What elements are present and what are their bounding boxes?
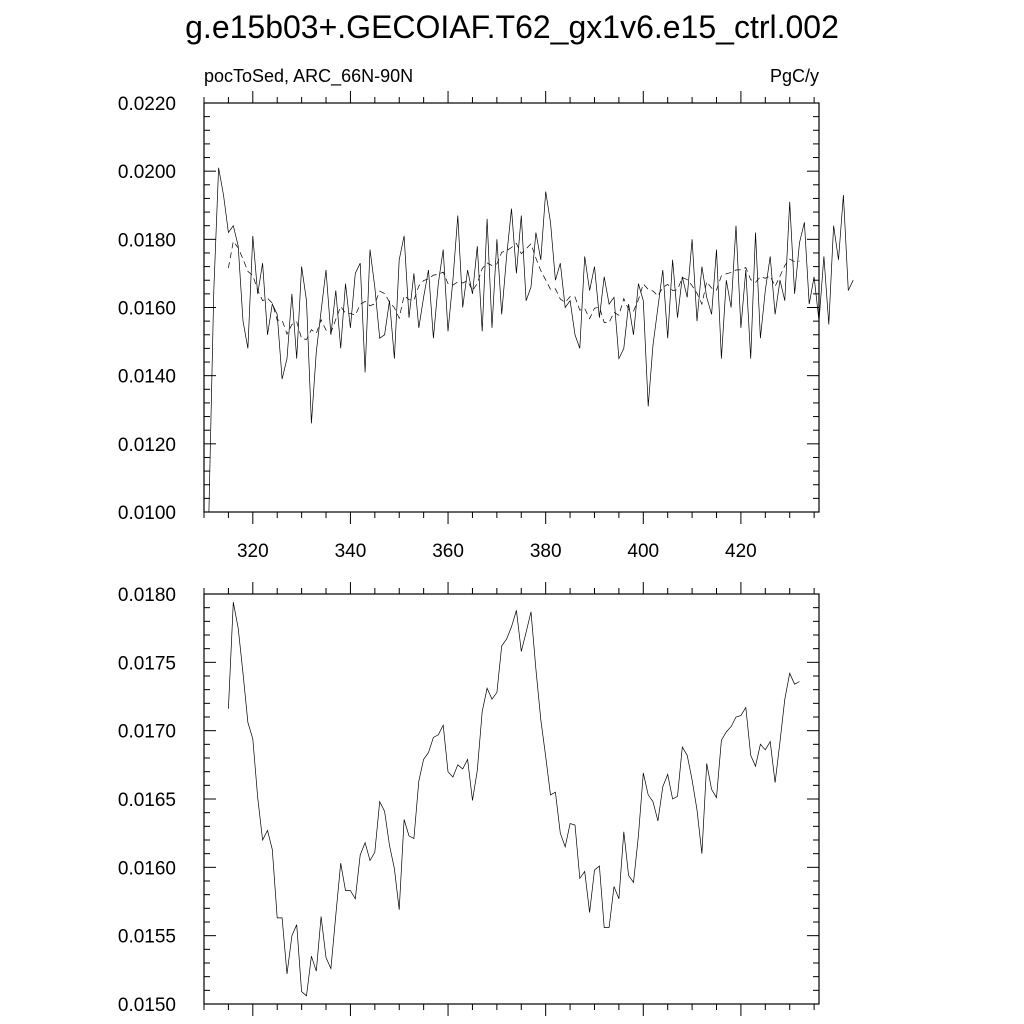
bottom-panel-series bbox=[228, 602, 800, 997]
bottom-panel-series-line bbox=[228, 602, 800, 997]
top-panel-xtick-label: 360 bbox=[432, 541, 464, 562]
top-panel-tick-labels: 0.0100 0.0120 0.0140 0.0160 0.0180 0.0200 0.02… bbox=[118, 94, 757, 562]
top-panel-frame bbox=[203, 102, 820, 513]
bottom-panel-frame bbox=[203, 593, 820, 1005]
bottom-panel-ticks bbox=[203, 582, 819, 1016]
top-panel-ytick-label: 0.0200 bbox=[118, 162, 176, 183]
bottom-panel-ytick-label: 0.0155 bbox=[118, 927, 176, 948]
top-panel-xtick-label: 380 bbox=[530, 541, 562, 562]
top-panel-series-line bbox=[208, 167, 854, 513]
top-panel: pocToSed, ARC_66N-90N PgC/y 0.0100 0.0120… bbox=[118, 66, 854, 562]
bottom-panel-ytick-label: 0.0180 bbox=[118, 585, 176, 606]
bottom-panel-ytick-label: 0.0160 bbox=[118, 858, 176, 879]
bottom-panel-ytick-label: 0.0170 bbox=[118, 722, 176, 743]
top-panel-xtick-label: 340 bbox=[335, 541, 367, 562]
top-panel-ytick-label: 0.0100 bbox=[118, 503, 176, 524]
top-panel-ticks bbox=[203, 91, 819, 524]
top-panel-ytick-label: 0.0160 bbox=[118, 299, 176, 320]
top-panel-ytick-label: 0.0180 bbox=[118, 230, 176, 251]
bottom-panel-ytick-label: 0.0165 bbox=[118, 790, 176, 811]
top-panel-ytick-label: 0.0120 bbox=[118, 435, 176, 456]
bottom-panel: 0.0150 0.0155 0.0160 0.0165 0.0170 0.0175 0.01… bbox=[118, 582, 820, 1016]
top-panel-xtick-label: 420 bbox=[725, 541, 757, 562]
bottom-panel-ytick-label: 0.0175 bbox=[118, 653, 176, 674]
bottom-panel-ytick-label: 0.0150 bbox=[118, 995, 176, 1016]
top-panel-series bbox=[208, 167, 854, 513]
bottom-panel-tick-labels: 0.0150 0.0155 0.0160 0.0165 0.0170 0.0175 0.01… bbox=[118, 585, 176, 1016]
top-panel-ytick-label: 0.0140 bbox=[118, 367, 176, 388]
top-panel-ytick-label: 0.0220 bbox=[118, 94, 176, 115]
top-panel-running-mean-line bbox=[228, 240, 800, 340]
top-panel-subtitle-left: pocToSed, ARC_66N-90N bbox=[204, 66, 413, 87]
top-panel-xtick-label: 400 bbox=[627, 541, 659, 562]
top-panel-subtitle-right: PgC/y bbox=[770, 66, 819, 86]
figure-title: g.e15b03+.GECOIAF.T62_gx1v6.e15_ctrl.002 bbox=[185, 9, 839, 45]
top-panel-xtick-label: 320 bbox=[237, 541, 269, 562]
